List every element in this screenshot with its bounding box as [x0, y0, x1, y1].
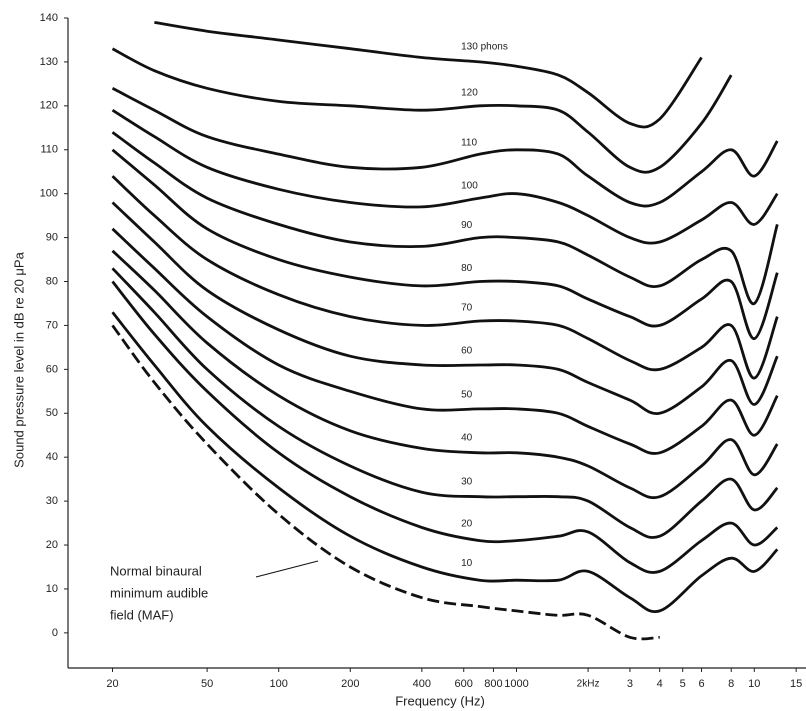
curve [113, 132, 778, 304]
y-tick-label: 0 [52, 627, 58, 639]
x-tick-label: 3 [627, 678, 633, 690]
x-tick-label: 5 [680, 678, 686, 690]
x-tick-label: 400 [413, 678, 431, 690]
curve-label: 110 [461, 138, 477, 149]
curve-label: 30 [461, 476, 473, 487]
y-tick-label: 140 [40, 12, 58, 24]
y-tick-label: 50 [46, 407, 58, 419]
x-tick-label: 8 [728, 678, 734, 690]
x-tick-label: 800 [484, 678, 502, 690]
x-tick-label: 15 [790, 678, 802, 690]
y-tick-label: 110 [40, 144, 58, 156]
x-tick-label: 100 [270, 678, 288, 690]
curve-label: 20 [461, 518, 473, 529]
curve [113, 88, 778, 206]
x-tick-label: 10 [748, 678, 760, 690]
curve [113, 49, 732, 173]
curve-label: 100 [461, 181, 478, 192]
annotation: Normal binaural [110, 563, 202, 578]
y-tick-label: 100 [40, 188, 58, 200]
y-tick-label: 80 [46, 275, 58, 287]
curve [113, 110, 778, 243]
x-tick-label: 2kHz [577, 679, 600, 690]
curve [113, 312, 778, 611]
annotation-arrow [256, 561, 318, 577]
x-axis-label: Frequency (Hz) [395, 693, 485, 708]
x-tick-label: 200 [341, 678, 359, 690]
x-tick-label: 4 [657, 678, 663, 690]
y-tick-label: 120 [40, 100, 58, 112]
y-axis-label: Sound pressure level in dB re 20 μPa [11, 251, 26, 467]
y-tick-label: 90 [46, 232, 58, 244]
y-tick-label: 60 [46, 363, 58, 375]
curve-label: 90 [461, 220, 473, 231]
annotation: field (MAF) [110, 607, 174, 622]
x-tick-label: 50 [201, 678, 213, 690]
y-tick-label: 10 [46, 583, 58, 595]
y-tick-label: 20 [46, 539, 58, 551]
chart: Frequency (Hz) Sound pressure level in d… [0, 0, 806, 711]
curve-label: 10 [461, 558, 473, 569]
x-tick-label: 6 [698, 678, 704, 690]
x-tick-label: 20 [106, 678, 118, 690]
curve-label: 60 [461, 346, 473, 357]
curve-label: 70 [461, 303, 473, 314]
curve-label: 80 [461, 263, 473, 274]
y-tick-label: 40 [46, 451, 58, 463]
x-tick-label: 1000 [504, 678, 528, 690]
curve-label: 50 [461, 390, 473, 401]
curve-label: 40 [461, 432, 473, 443]
y-tick-label: 30 [46, 495, 58, 507]
y-tick-label: 70 [46, 319, 58, 331]
x-tick-label: 600 [455, 678, 473, 690]
y-tick-label: 130 [40, 56, 58, 68]
curve-label: 120 [461, 87, 478, 98]
curve-label: 130 phons [461, 42, 508, 53]
annotation: minimum audible [110, 585, 208, 600]
